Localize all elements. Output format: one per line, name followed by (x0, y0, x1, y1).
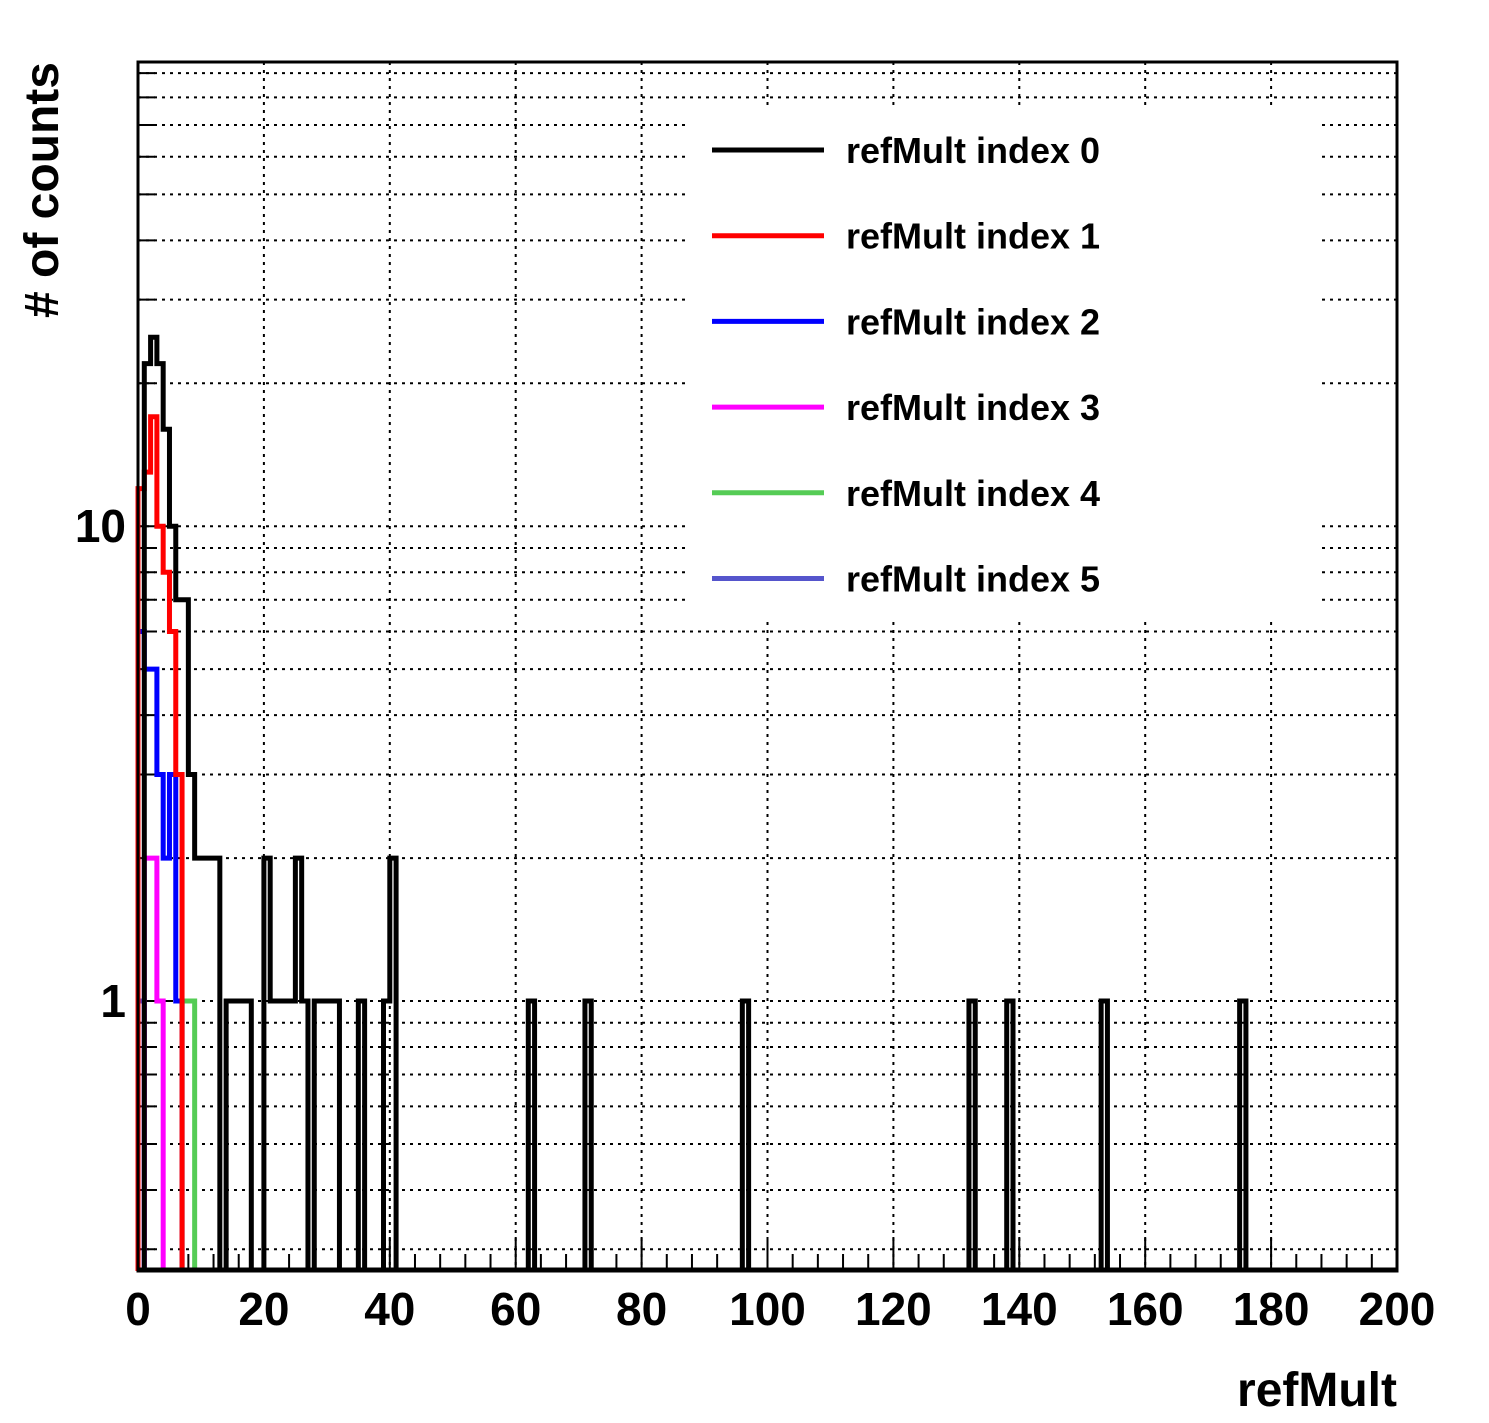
histogram-bin (1007, 1001, 1013, 1271)
histogram-bin (302, 1001, 308, 1271)
histogram-bin (151, 337, 157, 1271)
histogram-bin (1240, 1001, 1246, 1271)
histogram-bin (157, 364, 163, 1271)
y-tick-labels: 1 10 (75, 500, 126, 1027)
x-tick-label: 140 (981, 1283, 1058, 1335)
x-tick-label: 40 (364, 1283, 415, 1335)
histogram-bin (245, 1001, 251, 1271)
histogram-bin (528, 1001, 534, 1271)
series-0-outline (141, 334, 1249, 1271)
histogram-bin (314, 1001, 320, 1271)
histogram-bin (201, 858, 207, 1271)
histogram-bin (144, 364, 150, 1271)
histogram-bin (270, 1001, 276, 1271)
histogram-bin (390, 858, 396, 1271)
histogram-bin (969, 1001, 975, 1271)
x-tick-labels: 0 20 40 60 80 100 120 140 160 180 200 (125, 1283, 1435, 1335)
plot-frame (136, 60, 1399, 1273)
histogram-bin (226, 1001, 232, 1271)
histogram-bin (176, 600, 182, 1271)
legend-label-3: refMult index 3 (846, 387, 1100, 428)
histogram-bin (283, 1001, 289, 1271)
histogram-bin (327, 1001, 333, 1271)
y-tick-label: 10 (75, 500, 126, 552)
histogram-bin (239, 1001, 245, 1271)
histogram-bin (188, 774, 194, 1271)
legend-background (690, 110, 1320, 620)
histogram-bin (232, 1001, 238, 1271)
legend: refMult index 0 refMult index 1 refMult in… (690, 110, 1320, 620)
histogram-bin (358, 1001, 364, 1271)
legend-label-0: refMult index 0 (846, 130, 1100, 171)
histogram-bin (742, 1001, 748, 1271)
x-tick-label: 100 (729, 1283, 806, 1335)
y-axis-title: # of counts (16, 62, 69, 318)
histogram-bin (169, 526, 175, 1271)
histogram-bin (163, 429, 169, 1271)
histogram-bin (333, 1001, 339, 1271)
histogram-bin (207, 858, 213, 1271)
histogram-bin (264, 858, 270, 1271)
x-tick-label: 180 (1233, 1283, 1310, 1335)
histogram-bin (195, 858, 201, 1271)
histogram-bin (585, 1001, 591, 1271)
x-tick-label: 160 (1107, 1283, 1184, 1335)
legend-label-2: refMult index 2 (846, 301, 1100, 342)
histogram-bin (295, 858, 301, 1271)
histogram-bin (321, 1001, 327, 1271)
histogram-bin (214, 858, 220, 1271)
x-tick-label: 120 (855, 1283, 932, 1335)
x-tick-label: 20 (238, 1283, 289, 1335)
histogram-bin (1101, 1001, 1107, 1271)
x-axis-title: refMult (1237, 1364, 1397, 1417)
legend-label-5: refMult index 5 (846, 559, 1100, 600)
x-tick-label: 200 (1359, 1283, 1436, 1335)
histogram-bin (289, 1001, 295, 1271)
histogram-bin (182, 600, 188, 1271)
x-tick-label: 0 (125, 1283, 151, 1335)
y-tick-label: 1 (100, 975, 126, 1027)
legend-label-1: refMult index 1 (846, 216, 1100, 257)
histogram-bin (384, 1001, 390, 1271)
histogram-bin (276, 1001, 282, 1271)
x-tick-label: 60 (490, 1283, 541, 1335)
legend-label-4: refMult index 4 (846, 473, 1100, 514)
x-tick-label: 80 (616, 1283, 667, 1335)
